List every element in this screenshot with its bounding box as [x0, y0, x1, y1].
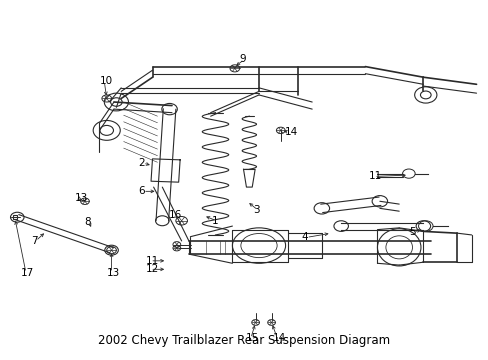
- Text: 9: 9: [239, 54, 246, 64]
- Text: 11: 11: [145, 256, 158, 266]
- Text: 14: 14: [272, 333, 285, 343]
- Text: 13: 13: [106, 268, 120, 278]
- Text: 15: 15: [245, 333, 259, 343]
- Text: 2: 2: [138, 158, 144, 168]
- Text: 8: 8: [84, 217, 90, 227]
- Text: 4: 4: [301, 233, 307, 242]
- Text: 7: 7: [31, 236, 38, 246]
- Text: 12: 12: [145, 264, 158, 274]
- Text: 17: 17: [21, 268, 34, 278]
- Text: 1: 1: [211, 216, 218, 226]
- Text: 3: 3: [253, 205, 259, 215]
- Text: 13: 13: [74, 193, 87, 203]
- Text: 5: 5: [408, 227, 415, 237]
- Text: 10: 10: [99, 76, 112, 86]
- Text: 16: 16: [169, 210, 182, 220]
- Text: 6: 6: [138, 186, 144, 196]
- Text: 14: 14: [284, 127, 297, 137]
- Text: 2002 Chevy Trailblazer Rear Suspension Diagram: 2002 Chevy Trailblazer Rear Suspension D…: [98, 334, 390, 347]
- Text: 11: 11: [368, 171, 382, 181]
